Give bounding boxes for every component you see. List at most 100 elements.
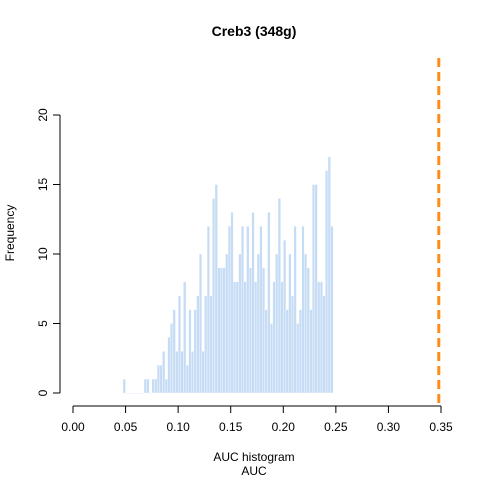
- histogram-bar: [222, 267, 226, 394]
- histogram-bar: [183, 281, 187, 394]
- histogram-bar: [296, 323, 300, 394]
- histogram-bar: [298, 309, 302, 394]
- histogram-bar: [241, 226, 245, 394]
- histogram-bar: [290, 295, 294, 394]
- histogram-bar: [162, 351, 166, 394]
- x-tick-label: 0.20: [272, 420, 296, 434]
- histogram-bars: [122, 156, 334, 394]
- histogram-bar: [312, 184, 316, 394]
- histogram-bar: [259, 226, 263, 394]
- histogram-bar: [230, 212, 234, 394]
- histogram-bar: [170, 323, 174, 394]
- histogram-bar: [330, 226, 334, 394]
- histogram-bar: [154, 378, 158, 394]
- histogram-bar: [128, 392, 132, 394]
- histogram-bar: [248, 267, 252, 394]
- histogram-bar: [246, 226, 250, 394]
- x-axis-label: AUC histogram: [213, 450, 294, 464]
- histogram-bar: [238, 253, 242, 394]
- histogram-bar: [327, 156, 331, 394]
- histogram-bar: [272, 281, 276, 394]
- histogram-bar: [204, 295, 208, 394]
- x-tick-label: 0.15: [219, 420, 243, 434]
- histogram-bar: [280, 281, 284, 394]
- y-axis-label: Frequency: [3, 205, 17, 262]
- histogram-bar: [306, 267, 310, 394]
- x-axis: 0.00 0.05 0.10 0.15 0.20 0.25 0.30 0.35: [61, 405, 453, 434]
- histogram-bar: [146, 378, 150, 394]
- histogram-bar: [149, 392, 153, 394]
- histogram-bar: [293, 226, 297, 394]
- histogram-bar: [288, 253, 292, 394]
- histogram-bar: [141, 392, 145, 394]
- histogram-bar: [275, 253, 279, 394]
- histogram-bar: [143, 378, 147, 394]
- histogram-bar: [135, 392, 139, 394]
- histogram-bar: [198, 253, 202, 394]
- histogram-bar: [243, 281, 247, 394]
- histogram-bar: [201, 351, 205, 394]
- chart-title: Creb3 (348g): [212, 23, 297, 39]
- histogram-bar: [206, 226, 210, 394]
- histogram-bar: [133, 392, 137, 394]
- histogram-bar: [151, 378, 155, 394]
- y-axis: 0 5 10 15 20: [36, 108, 61, 396]
- histogram-bar: [256, 253, 260, 394]
- histogram-bar: [233, 281, 237, 394]
- histogram-bar: [122, 378, 126, 394]
- histogram-bar: [304, 253, 308, 394]
- histogram-bar: [314, 184, 318, 394]
- y-tick-label: 15: [36, 178, 50, 192]
- histogram-bar: [217, 267, 221, 394]
- x-tick-label: 0.35: [429, 420, 453, 434]
- histogram-bar: [193, 309, 197, 394]
- histogram-bar: [185, 365, 189, 394]
- y-tick-label: 10: [36, 247, 50, 261]
- histogram-bar: [309, 309, 313, 394]
- histogram-bar: [191, 351, 195, 394]
- histogram-bar: [214, 184, 218, 394]
- histogram-bar: [325, 170, 329, 394]
- x-tick-label: 0.25: [324, 420, 348, 434]
- histogram-bar: [251, 212, 255, 394]
- histogram-bar: [269, 323, 273, 394]
- histogram-bar: [172, 309, 176, 394]
- histogram-bar: [177, 295, 181, 394]
- x-tick-label: 0.05: [114, 420, 138, 434]
- histogram-bar: [285, 309, 289, 394]
- histogram-bar: [175, 351, 179, 394]
- x-tick-label: 0.30: [377, 420, 401, 434]
- histogram-bar: [156, 365, 160, 394]
- x-axis-sublabel: AUC: [241, 464, 267, 478]
- x-tick-label: 0.00: [61, 420, 85, 434]
- histogram-bar: [254, 281, 258, 394]
- histogram-bar: [322, 295, 326, 394]
- histogram-bar: [180, 351, 184, 394]
- histogram-bar: [227, 226, 231, 394]
- histogram-bar: [138, 392, 142, 394]
- histogram-bar: [125, 392, 129, 394]
- y-tick-label: 5: [36, 320, 50, 327]
- histogram-bar: [164, 378, 168, 394]
- histogram-bar: [264, 309, 268, 394]
- histogram-bar: [196, 295, 200, 394]
- y-tick-label: 20: [36, 108, 50, 122]
- histogram-bar: [212, 198, 216, 394]
- histogram-bar: [277, 198, 281, 394]
- histogram-bar: [235, 281, 239, 394]
- histogram-bar: [319, 281, 323, 394]
- histogram-bar: [317, 281, 321, 394]
- x-tick-label: 0.10: [166, 420, 190, 434]
- histogram-bar: [159, 365, 163, 394]
- histogram-bar: [167, 337, 171, 394]
- histogram-bar: [130, 392, 134, 394]
- histogram-bar: [267, 212, 271, 394]
- histogram-bar: [209, 295, 213, 394]
- histogram-bar: [220, 267, 224, 394]
- histogram-bar: [301, 226, 305, 394]
- histogram-bar: [262, 267, 266, 394]
- histogram-bar: [188, 309, 192, 394]
- histogram-bar: [225, 253, 229, 394]
- histogram-bar: [283, 239, 287, 394]
